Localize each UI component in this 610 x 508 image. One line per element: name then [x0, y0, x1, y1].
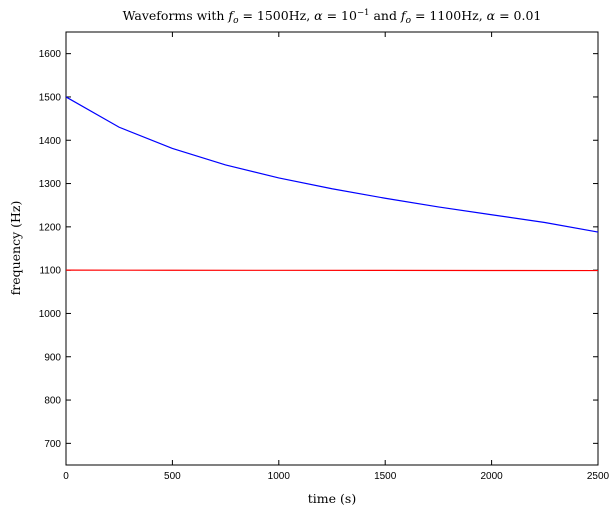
x-tick-label: 1500 — [374, 471, 397, 482]
plot-area — [65, 31, 599, 466]
y-tick-label: 1000 — [39, 309, 62, 320]
x-tick-label: 2000 — [480, 471, 503, 482]
series-line-1 — [65, 96, 599, 233]
ticks: 0 500 1000 1500 2000 2500 700 800 900 1000 1100 120… — [39, 32, 610, 482]
y-tick-label: 900 — [44, 352, 61, 363]
x-tick-label: 500 — [164, 471, 181, 482]
y-tick-label: 1600 — [39, 49, 62, 60]
x-tick-label: 2500 — [587, 471, 610, 482]
y-tick-label: 700 — [44, 439, 61, 450]
y-axis-label: frequency (Hz) — [8, 201, 23, 296]
y-tick-label: 1300 — [39, 179, 62, 190]
x-tick-label: 1000 — [268, 471, 291, 482]
y-tick-label: 1400 — [39, 136, 62, 147]
y-tick-label: 800 — [44, 396, 61, 407]
y-tick-label: 1200 — [39, 222, 62, 233]
x-axis-label: time (s) — [308, 491, 356, 506]
y-tick-label: 1500 — [39, 92, 62, 103]
x-tick-label: 0 — [63, 471, 69, 482]
y-tick-label: 1100 — [39, 266, 61, 277]
series — [65, 96, 599, 272]
chart-title: Waveforms with fo = 1500Hz, α = 10−1 and… — [123, 8, 542, 26]
